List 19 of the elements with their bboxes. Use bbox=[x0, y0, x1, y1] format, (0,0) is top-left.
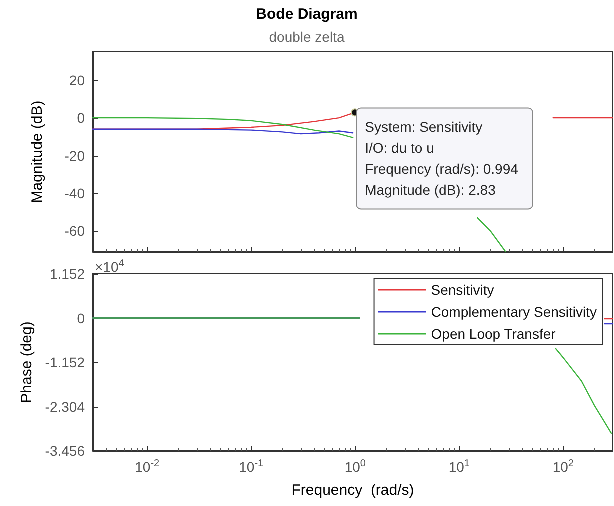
y-tick-label: -60 bbox=[64, 223, 86, 240]
annotation: System: Sensitivity I/O: du to u Frequency (rad/s): 0.994 Magnitude (dB): 2.83 bbox=[365, 119, 519, 198]
x-axis-title: Frequency (rad/s) bbox=[292, 482, 414, 499]
y-tick-label: -3.456 bbox=[45, 443, 86, 459]
y-tick-label: -2.304 bbox=[45, 398, 86, 415]
y-tick-label: -1.152 bbox=[45, 354, 86, 370]
y-tick-label: 20 bbox=[69, 72, 86, 88]
y-tick-label: 1.152 bbox=[50, 266, 86, 282]
chart-subtitle: double zelta bbox=[269, 29, 345, 45]
legend-label: Open Loop Transfer bbox=[431, 326, 556, 342]
y-tick-label: 0 bbox=[77, 310, 86, 326]
legend-label: Sensitivity bbox=[431, 282, 494, 298]
y-tick-label: 0 bbox=[77, 110, 86, 126]
y-axis-title: Magnitude (dB) bbox=[29, 100, 46, 204]
legend-label: Complementary Sensitivity bbox=[431, 304, 598, 320]
y-axis-title: Phase (deg) bbox=[18, 322, 36, 404]
chart-title: Bode Diagram bbox=[256, 6, 358, 23]
y-tick-label: -40 bbox=[64, 186, 86, 202]
y-tick-label: -20 bbox=[64, 148, 86, 164]
